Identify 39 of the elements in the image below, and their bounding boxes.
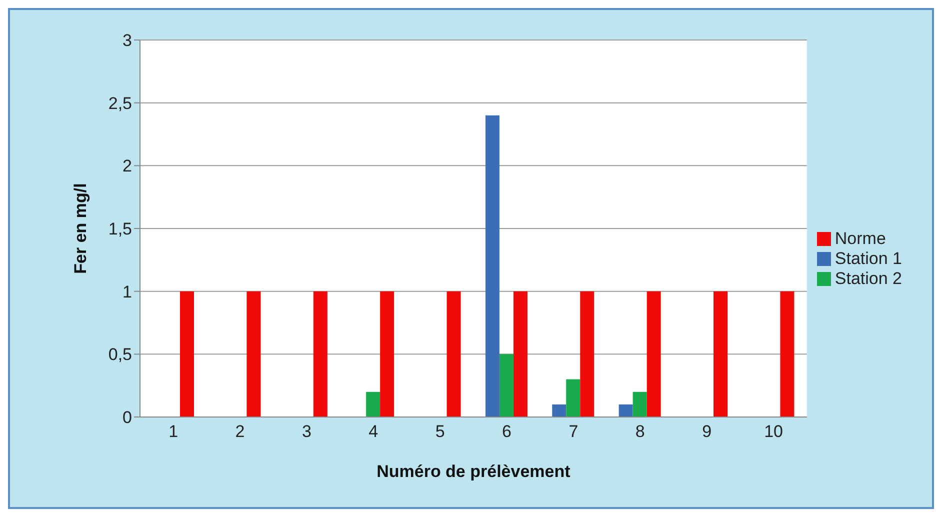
y-tick-label: 0 [122, 408, 132, 428]
x-tick-label: 3 [302, 422, 312, 442]
y-tick-label: 1 [122, 282, 132, 302]
y-tick-label: 3 [122, 31, 132, 50]
x-tick-label: 8 [635, 422, 645, 442]
bar [485, 115, 500, 417]
y-axis-title: Fer en mg/l [71, 183, 90, 274]
x-tick-label: 6 [502, 422, 512, 442]
x-axis-title: Numéro de prélèvement [376, 462, 571, 481]
bar [446, 291, 461, 417]
legend-label: Station 2 [834, 268, 902, 288]
bar [566, 379, 580, 417]
x-tick-label: 7 [568, 422, 578, 442]
legend-label: Station 1 [834, 248, 902, 268]
bar [646, 291, 661, 417]
legend-label: Norme [834, 228, 886, 248]
bar [580, 291, 594, 417]
bar [632, 392, 647, 417]
x-tick-label: 9 [702, 422, 712, 442]
y-tick-label: 2,5 [108, 94, 132, 113]
x-tick-label: 1 [168, 422, 178, 442]
bar [714, 291, 728, 417]
x-tick-label: 10 [764, 422, 784, 442]
y-tick-label: 0,5 [108, 345, 132, 364]
bar [366, 392, 380, 417]
bar [499, 354, 514, 417]
bar [180, 291, 194, 417]
x-tick-label: 5 [435, 422, 445, 442]
bar [380, 291, 394, 417]
x-tick-label: 2 [235, 422, 245, 442]
y-tick-label: 2 [122, 156, 132, 176]
x-tick-label: 4 [368, 422, 378, 442]
bar [513, 291, 528, 417]
bar [313, 291, 328, 417]
bar [246, 291, 261, 417]
bar [552, 404, 566, 417]
y-tick-label: 1,5 [108, 220, 132, 239]
bar [618, 404, 633, 417]
bar [780, 291, 794, 417]
